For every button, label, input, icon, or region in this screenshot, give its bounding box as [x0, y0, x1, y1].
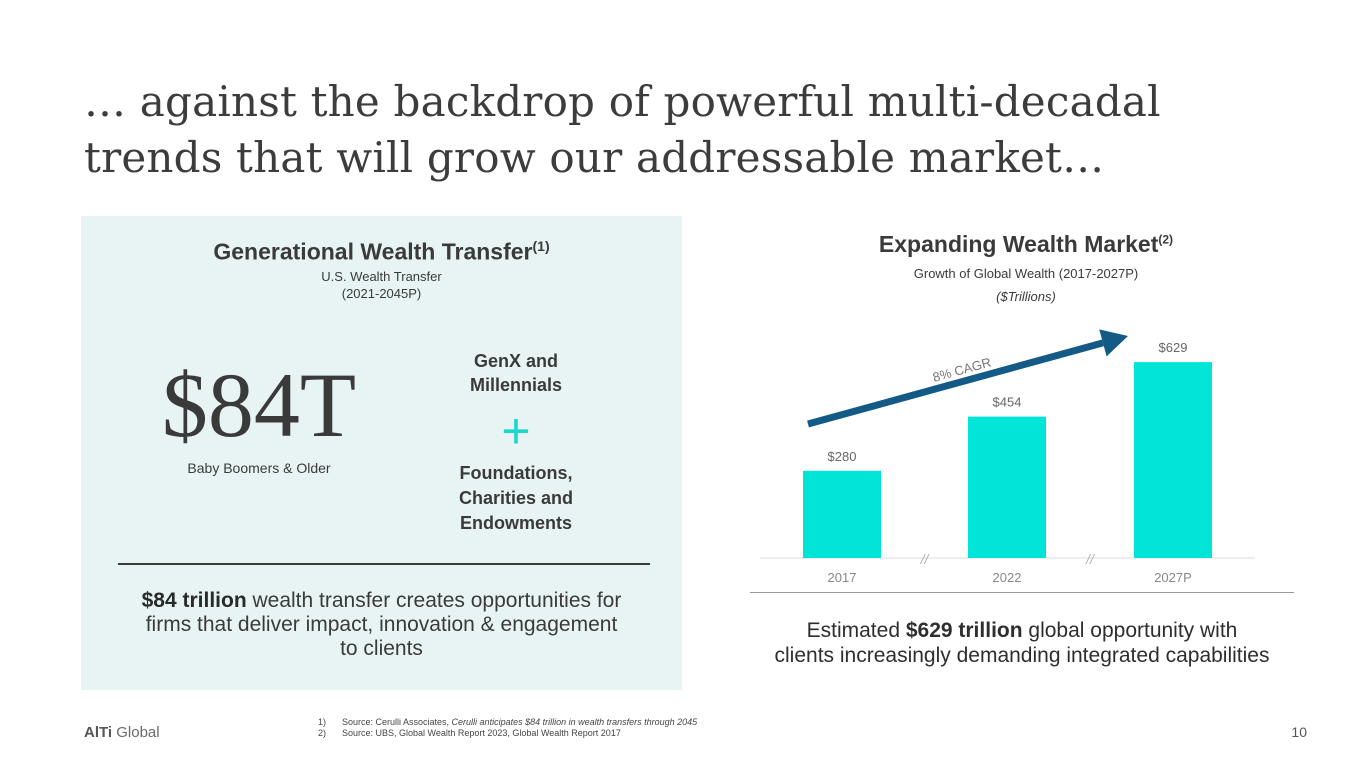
slide-title-line-2: trends that will grow our addressable ma…	[84, 133, 1105, 182]
foundations-label-line-2: Charities and	[458, 488, 574, 508]
footnote-2-number: 2)	[318, 728, 327, 738]
market-statement-line-2: clients increasingly demanding integrate…	[774, 644, 1270, 667]
foundations-label-line-1: Foundations,	[459, 463, 573, 483]
wealth-market-statement: Estimated $629 trillion global opportuni…	[750, 618, 1294, 668]
genx-label-line-2: Millennials	[469, 375, 563, 395]
plus-icon: +	[501, 403, 531, 459]
brand-logo-rest: Global	[112, 724, 160, 741]
big-amount-caption: Baby Boomers & Older	[187, 460, 331, 476]
footnote-1-number: 1)	[318, 717, 327, 727]
footnote-ref-1: (1)	[532, 238, 550, 254]
bar-2022	[968, 416, 1046, 558]
cagr-arrow-head	[1099, 329, 1128, 357]
statement-line-2: firms that deliver impact, innovation & …	[145, 613, 618, 636]
market-statement-pre: Estimated	[806, 619, 906, 642]
axis-break-mark-1: //	[920, 551, 931, 567]
footnote-2: 2) Source: UBS, Global Wealth Report 2023…	[318, 728, 697, 739]
footnote-2-text: Source: UBS, Global Wealth Report 2023, …	[342, 728, 621, 738]
market-statement-line-1-rest: global opportunity with	[1022, 619, 1238, 642]
wealth-transfer-subtitle-line-1: U.S. Wealth Transfer	[321, 269, 442, 284]
statement-line-1: $84 trillion wealth transfer creates opp…	[101, 589, 662, 613]
market-statement-bold: $629 trillion	[905, 619, 1023, 642]
page-number: 10	[1291, 724, 1307, 740]
brand-logo-bold: AlTi	[84, 724, 113, 741]
wealth-transfer-statement: $84 trillion wealth transfer creates opp…	[101, 589, 662, 661]
x-tick-label-2027P: 2027P	[1154, 570, 1192, 585]
footnote-1-italic: Cerulli anticipates $84 trillion in weal…	[451, 717, 698, 727]
brand-logo: AlTi Global	[84, 724, 160, 741]
wealth-market-heading: Expanding Wealth Market(2)	[826, 231, 1226, 258]
footnote-1-text: Source: Cerulli Associates,	[342, 717, 452, 727]
statement-line-1-rest: wealth transfer creates opportunities fo…	[246, 589, 622, 612]
bar-2027P	[1134, 362, 1212, 558]
bar-value-label-2027P: $629	[1159, 340, 1188, 355]
wealth-transfer-heading-text: Generational Wealth Transfer	[213, 238, 533, 265]
divider	[118, 563, 650, 565]
big-amount: $84T	[161, 354, 357, 456]
x-tick-label-2022: 2022	[993, 570, 1022, 585]
chart-divider	[750, 592, 1294, 593]
wealth-transfer-panel: Generational Wealth Transfer(1) U.S. Wea…	[81, 216, 682, 690]
wealth-market-heading-text: Expanding Wealth Market	[878, 231, 1159, 257]
footnote-1: 1) Source: Cerulli Associates, Cerulli an…	[318, 717, 697, 728]
axis-break-mark-2: //	[1085, 551, 1096, 567]
foundations-label-line-3: Endowments	[459, 513, 572, 533]
slide-title: … against the backdrop of powerful multi…	[84, 74, 1234, 186]
slide-title-line-1: … against the backdrop of powerful multi…	[84, 77, 1161, 126]
market-statement-line-1: Estimated $629 trillion global opportuni…	[750, 618, 1294, 643]
wealth-transfer-subtitle: U.S. Wealth Transfer (2021-2045P)	[81, 268, 682, 302]
footnotes: 1) Source: Cerulli Associates, Cerulli an…	[318, 717, 697, 739]
footnote-ref-2: (2)	[1158, 232, 1174, 247]
wealth-transfer-subtitle-line-2: (2021-2045P)	[341, 286, 422, 301]
genx-label-line-1: GenX and	[473, 351, 558, 371]
statement-line-3: to clients	[340, 637, 423, 660]
bar-value-label-2022: $454	[993, 395, 1022, 410]
statement-bold: $84 trillion	[141, 589, 247, 612]
bar-value-label-2017: $280	[828, 449, 857, 464]
cagr-arrow-shaft	[807, 339, 1104, 428]
foundations-label: Foundations, Charities and Endowments	[436, 461, 596, 536]
wealth-market-subtitle: Growth of Global Wealth (2017-2027P)	[913, 266, 1139, 281]
genx-label: GenX and Millennials	[436, 349, 596, 397]
wealth-market-unit: ($Trillions)	[996, 289, 1056, 304]
bar-2017	[803, 470, 881, 558]
x-tick-label-2017: 2017	[828, 570, 857, 585]
wealth-transfer-heading: Generational Wealth Transfer(1)	[81, 238, 682, 266]
